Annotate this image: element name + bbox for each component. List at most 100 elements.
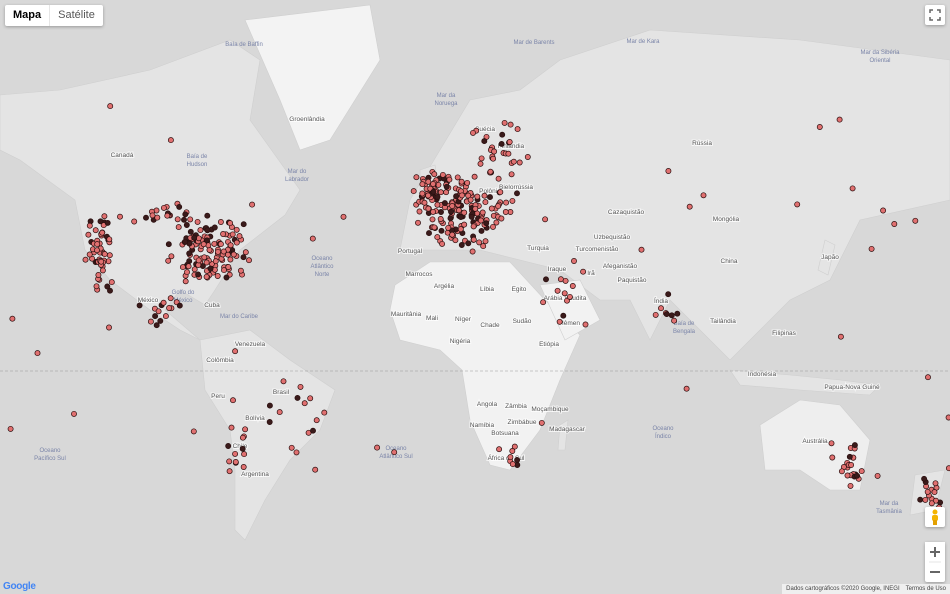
marker[interactable] (837, 333, 844, 340)
marker[interactable] (297, 383, 304, 390)
marker[interactable] (854, 472, 861, 479)
marker[interactable] (147, 318, 154, 325)
marker[interactable] (652, 311, 659, 318)
marker[interactable] (464, 179, 471, 186)
marker[interactable] (107, 287, 113, 294)
marker[interactable] (430, 188, 437, 195)
marker[interactable] (242, 426, 249, 433)
marker[interactable] (461, 221, 468, 228)
marker[interactable] (182, 278, 189, 285)
marker[interactable] (441, 200, 448, 207)
marker[interactable] (437, 189, 444, 196)
marker[interactable] (220, 231, 227, 237)
marker[interactable] (924, 488, 931, 495)
marker[interactable] (508, 171, 515, 178)
marker[interactable] (419, 190, 426, 197)
marker[interactable] (868, 245, 875, 252)
marker[interactable] (195, 271, 202, 278)
marker[interactable] (154, 214, 161, 221)
marker[interactable] (136, 302, 143, 309)
marker[interactable] (104, 219, 111, 226)
marker[interactable] (413, 174, 420, 181)
marker[interactable] (101, 251, 108, 258)
marker[interactable] (425, 178, 432, 185)
marker[interactable] (203, 259, 210, 266)
marker[interactable] (510, 158, 517, 165)
marker[interactable] (226, 468, 233, 475)
satellite-button[interactable]: Satélite (58, 9, 95, 21)
marker[interactable] (157, 317, 164, 324)
marker[interactable] (246, 257, 252, 264)
marker[interactable] (416, 208, 423, 215)
marker[interactable] (439, 171, 446, 178)
marker[interactable] (452, 237, 459, 244)
marker[interactable] (478, 155, 485, 162)
marker[interactable] (104, 283, 111, 290)
marker[interactable] (223, 274, 230, 281)
marker[interactable] (212, 258, 219, 265)
marker[interactable] (294, 394, 301, 401)
marker[interactable] (470, 129, 476, 136)
marker[interactable] (221, 267, 227, 274)
marker[interactable] (560, 312, 567, 319)
marker[interactable] (446, 176, 453, 183)
marker[interactable] (187, 228, 194, 235)
marker[interactable] (425, 192, 432, 199)
marker[interactable] (498, 140, 505, 147)
marker[interactable] (410, 188, 417, 195)
marker[interactable] (430, 208, 437, 215)
marker[interactable] (86, 251, 93, 258)
marker[interactable] (516, 159, 523, 166)
marker[interactable] (891, 221, 898, 227)
marker[interactable] (566, 293, 573, 300)
marker[interactable] (176, 302, 183, 309)
marker[interactable] (543, 276, 549, 283)
marker[interactable] (483, 220, 490, 227)
marker[interactable] (912, 217, 919, 224)
marker[interactable] (186, 250, 193, 257)
marker[interactable] (242, 249, 249, 256)
marker[interactable] (106, 324, 112, 331)
marker[interactable] (211, 224, 218, 231)
marker[interactable] (490, 155, 497, 162)
marker[interactable] (293, 449, 300, 456)
marker[interactable] (313, 417, 320, 424)
marker[interactable] (204, 212, 211, 219)
marker[interactable] (470, 236, 477, 243)
pegman[interactable] (925, 507, 945, 527)
marker[interactable] (93, 283, 100, 290)
marker[interactable] (131, 218, 138, 225)
marker[interactable] (160, 204, 167, 211)
marker[interactable] (179, 264, 186, 271)
marker[interactable] (468, 213, 475, 220)
marker[interactable] (564, 297, 570, 304)
marker[interactable] (509, 197, 516, 204)
marker[interactable] (162, 313, 169, 320)
marker[interactable] (683, 385, 690, 392)
marker[interactable] (201, 254, 208, 261)
marker[interactable] (478, 227, 485, 234)
marker[interactable] (165, 257, 172, 264)
marker[interactable] (184, 269, 190, 276)
marker[interactable] (580, 268, 587, 275)
marker[interactable] (434, 194, 441, 200)
marker[interactable] (453, 193, 460, 200)
marker[interactable] (638, 246, 645, 253)
marker[interactable] (92, 227, 99, 234)
marker[interactable] (239, 445, 246, 452)
marker[interactable] (922, 496, 929, 503)
marker[interactable] (167, 295, 174, 302)
marker[interactable] (312, 466, 319, 473)
marker[interactable] (457, 214, 464, 220)
marker[interactable] (671, 317, 678, 324)
marker[interactable] (561, 290, 568, 297)
marker[interactable] (658, 305, 664, 312)
marker[interactable] (185, 263, 192, 270)
marker[interactable] (448, 208, 454, 215)
marker[interactable] (181, 216, 187, 223)
marker[interactable] (945, 414, 950, 421)
marker[interactable] (932, 480, 939, 487)
marker[interactable] (477, 217, 484, 224)
marker[interactable] (542, 216, 549, 223)
